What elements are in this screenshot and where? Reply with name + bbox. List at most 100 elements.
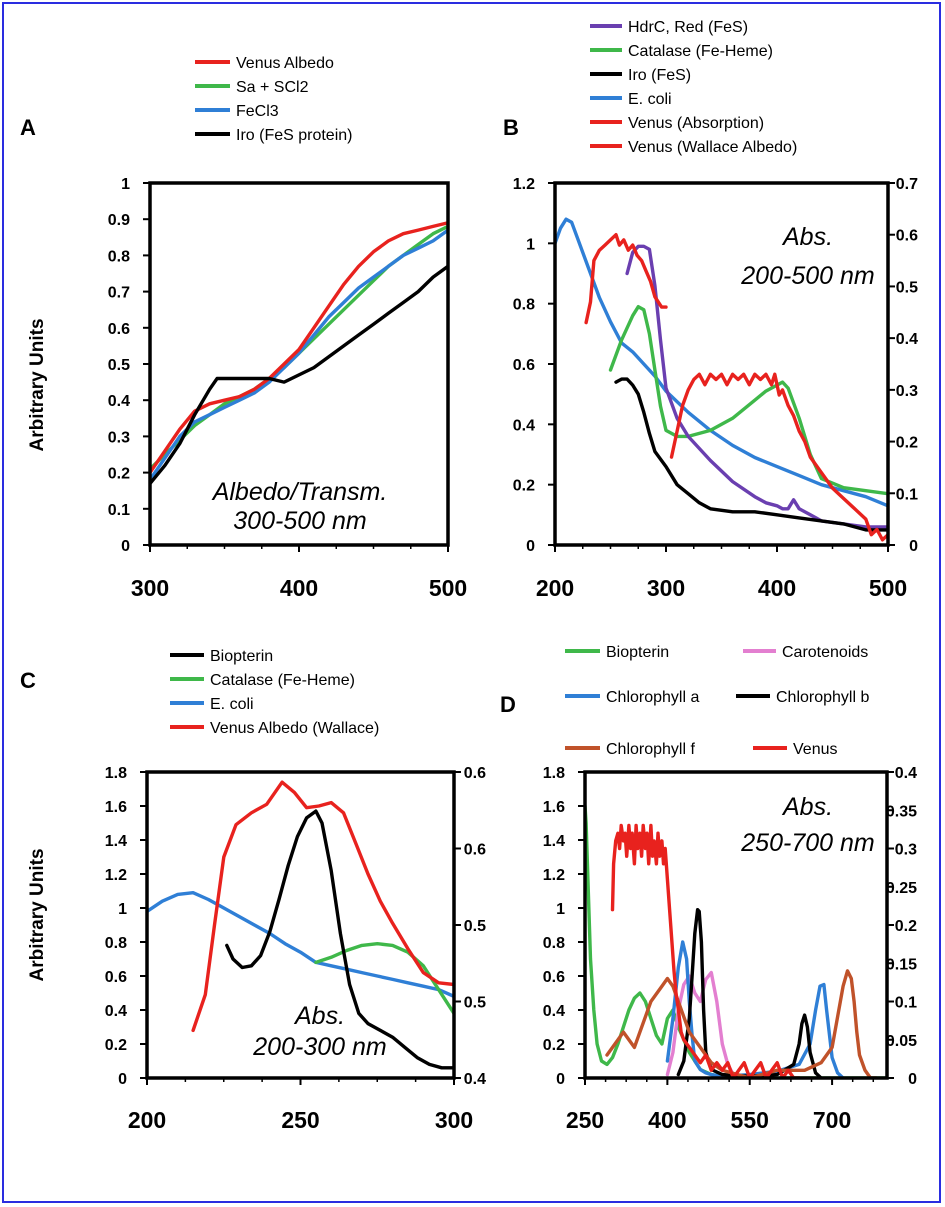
y-tick-label: 0.6 <box>543 969 565 986</box>
y-tick-label: 0.1 <box>108 502 130 519</box>
y2-tick-label: 0.3 <box>896 383 918 400</box>
x-tick-label: 300 <box>647 575 685 601</box>
y-tick-label: 1.2 <box>543 867 565 884</box>
x-tick-label: 300 <box>131 575 169 601</box>
y2-tick-label: 0.35 <box>886 803 917 820</box>
y-tick-label: 0.4 <box>105 1003 127 1020</box>
panel-annotation: Abs. <box>781 793 833 821</box>
y2-tick-label: 0 <box>908 1071 917 1088</box>
legend-label: Biopterin <box>210 648 273 665</box>
y-tick-label: 0.8 <box>543 935 565 952</box>
panel-annotation: Abs. <box>293 1002 345 1030</box>
panel-a-chart: 0 0.1 0.2 0.3 0.4 0.5 0.6 0.7 0.8 0.9 1 300 400 500 Al… <box>108 55 467 601</box>
series-line-biopterin <box>585 804 887 1078</box>
legend-label: Chlorophyll f <box>606 741 695 758</box>
y-tick-label: 0.3 <box>108 429 130 446</box>
y-tick-label: 0.6 <box>105 969 127 986</box>
series-line-venus-albedo <box>150 221 448 475</box>
y2-tick-label: 0.4 <box>896 331 918 348</box>
legend-label: Iro (FeS protein) <box>236 127 352 144</box>
panel-annotation: Abs. <box>781 223 833 251</box>
legend-label: Catalase (Fe-Heme) <box>628 43 773 60</box>
x-tick-label: 500 <box>869 575 907 601</box>
legend-label: Chlorophyll a <box>606 689 699 706</box>
panel-b-chart: 0 0.2 0.4 0.6 0.8 1 1.2 0 0.1 0.2 0.3 0.4 0.5 0.6 0.7 2… <box>513 19 918 601</box>
y-tick-label: 0.4 <box>108 393 130 410</box>
x-tick-label: 400 <box>758 575 796 601</box>
y-tick-label: 1.4 <box>105 833 127 850</box>
legend-label: Venus (Wallace Albedo) <box>628 139 797 156</box>
y-tick-label: 1.2 <box>513 176 535 193</box>
y2-tick-label: 0.05 <box>886 1033 917 1050</box>
y2-tick-label: 0.2 <box>895 918 917 935</box>
y-tick-label: 1.8 <box>543 765 565 782</box>
y-tick-label: 0.4 <box>543 1003 565 1020</box>
panel-annotation: 200-300 nm <box>252 1033 386 1061</box>
panel-annotation: 200-500 nm <box>740 262 874 290</box>
series-line-fecl3 <box>150 228 448 482</box>
y-tick-label: 0.8 <box>513 297 535 314</box>
y-tick-label: 0 <box>526 538 535 555</box>
x-tick-label: 550 <box>731 1107 769 1133</box>
x-tick-label: 700 <box>813 1107 851 1133</box>
series-line-iro-fes-protein <box>150 264 448 486</box>
y-tick-label: 0.2 <box>513 478 535 495</box>
legend-label: E. coli <box>210 696 254 713</box>
legend-label: HdrC, Red (FeS) <box>628 19 748 36</box>
series-line-catalase-fe-heme <box>608 305 888 496</box>
y2-tick-label: 0.1 <box>896 486 918 503</box>
y2-tick-label: 0.25 <box>886 880 917 897</box>
y2-tick-label: 0.4 <box>464 1071 486 1088</box>
panel-letter-b: B <box>503 115 519 140</box>
series-line-venus-wallace-albedo <box>669 372 888 542</box>
panel-annotation: Albedo/Transm. <box>211 478 388 506</box>
x-tick-label: 300 <box>435 1107 473 1133</box>
y2-tick-label: 0.3 <box>895 842 917 859</box>
y-tick-label: 0 <box>121 538 130 555</box>
panel-c-chart: 0 0.2 0.4 0.6 0.8 1 1.2 1.4 1.6 1.8 0.4 0.5 0.5 0.6 0.… <box>105 648 486 1133</box>
x-tick-label: 500 <box>429 575 467 601</box>
plot-frame <box>583 770 889 1080</box>
series-line-chlorophyll-b <box>676 908 823 1078</box>
y-tick-label: 0.7 <box>108 285 130 302</box>
y2-tick-label: 0.5 <box>464 918 486 935</box>
panel-letter-c: C <box>20 668 36 693</box>
series-line-venus-albedo-wallace <box>191 780 454 1033</box>
panel-annotation: 300-500 nm <box>233 507 366 535</box>
y2-tick-label: 0.4 <box>895 765 917 782</box>
legend-label: E. coli <box>628 91 672 108</box>
x-tick-label: 400 <box>648 1107 686 1133</box>
legend-label: Chlorophyll b <box>776 689 869 706</box>
series-line-venus <box>610 823 801 1078</box>
y2-tick-label: 0.1 <box>895 995 917 1012</box>
y2-tick-label: 0.7 <box>896 176 918 193</box>
y-tick-label: 0.6 <box>513 357 535 374</box>
panel-annotation: 250-700 nm <box>740 829 874 857</box>
x-tick-label: 200 <box>128 1107 166 1133</box>
series-line-hdrc-red-fes <box>625 244 888 529</box>
y2-tick-label: 0 <box>909 538 918 555</box>
panel-d-chart: 0 0.2 0.4 0.6 0.8 1 1.2 1.4 1.6 1.8 0 0.05 0.1 0.15 0.… <box>543 644 917 1133</box>
legend-label: Iro (FeS) <box>628 67 691 84</box>
legend-label: Venus <box>793 741 837 758</box>
series-line-iro-fes <box>614 377 888 532</box>
y-tick-label: 1 <box>121 176 130 193</box>
y2-tick-label: 0.2 <box>896 435 918 452</box>
legend-label: Carotenoids <box>782 644 868 661</box>
legend-label: Biopterin <box>606 644 669 661</box>
y-tick-label: 0 <box>118 1071 127 1088</box>
panel-letter-d: D <box>500 692 516 717</box>
x-tick-label: 250 <box>566 1107 604 1133</box>
y-tick-label: 0 <box>556 1071 565 1088</box>
y-tick-label: 0.4 <box>513 417 535 434</box>
series-line-e-coli <box>147 891 454 999</box>
y-tick-label: 1 <box>118 901 127 918</box>
y2-tick-label: 0.5 <box>896 279 918 296</box>
y-tick-label: 0.9 <box>108 212 130 229</box>
legend-label: Venus (Absorption) <box>628 115 764 132</box>
y-tick-label: 1 <box>526 236 535 253</box>
y-tick-label: 0.8 <box>105 935 127 952</box>
y2-tick-label: 0.6 <box>896 228 918 245</box>
